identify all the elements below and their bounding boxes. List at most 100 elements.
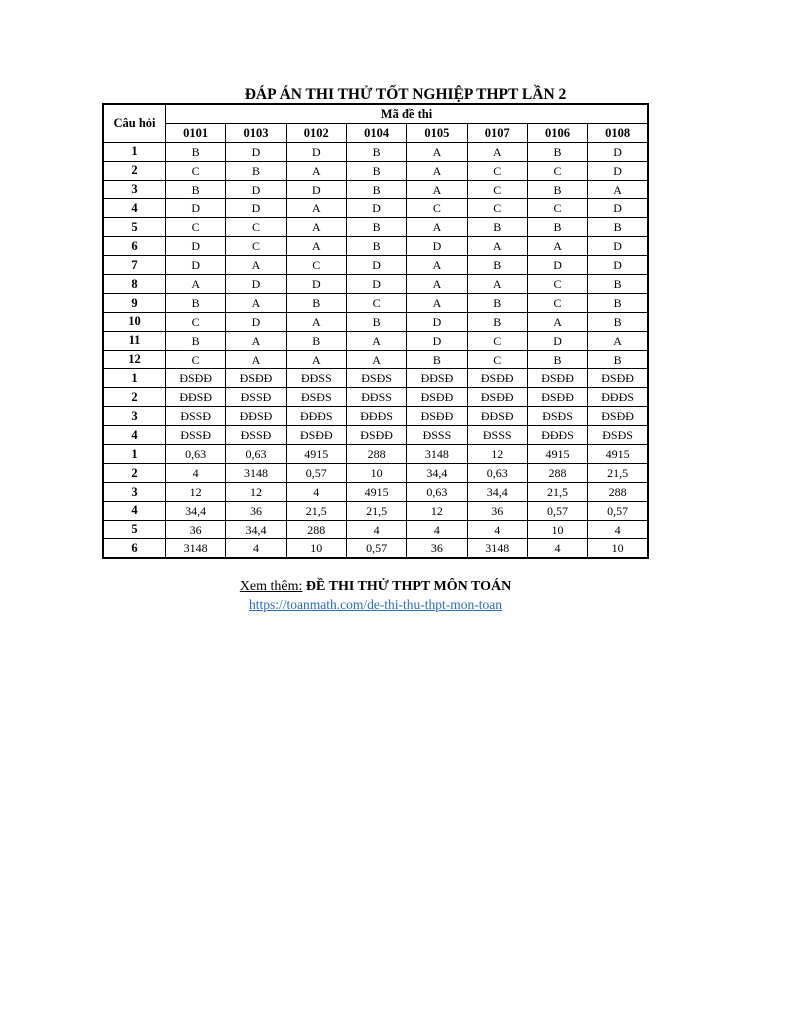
answer-cell: ĐSĐS: [526, 406, 589, 427]
question-number: 9: [102, 292, 166, 313]
answer-cell: B: [225, 160, 287, 181]
answer-cell: B: [526, 217, 589, 238]
answer-cell: 0,63: [164, 444, 227, 464]
answer-cell: ĐĐĐS: [345, 406, 408, 427]
answer-cell: D: [406, 311, 468, 332]
link-line: https://toanmath.com/de-thi-thu-thpt-mon…: [102, 597, 649, 613]
answer-cell: B: [164, 179, 227, 200]
answer-cell: A: [285, 311, 347, 332]
answer-cell: A: [466, 274, 528, 294]
answer-cell: 4915: [285, 444, 347, 464]
answer-cell: B: [587, 274, 649, 294]
answer-cell: B: [587, 349, 649, 370]
answer-cell: C: [225, 217, 287, 238]
answer-cell: B: [526, 141, 589, 162]
answer-cell: A: [225, 255, 287, 276]
answer-cell: D: [285, 274, 347, 294]
table-row-short-answer: 4 34,4 36 21,5 21,5 12 36 0,57 0,57: [102, 500, 649, 521]
answer-cell: D: [587, 141, 649, 162]
exam-code-header: 0106: [526, 122, 589, 143]
answer-cell: ĐSSS: [466, 425, 528, 446]
answer-cell: A: [225, 330, 287, 351]
answer-cell: ĐĐSĐ: [466, 406, 528, 427]
answer-cell: ĐSĐS: [345, 368, 408, 389]
question-number: 4: [102, 500, 166, 521]
question-number: 2: [102, 160, 166, 181]
answer-table-header: Câu hỏi Mã đề thi 0101 0103 0102 0104 0105 01…: [102, 103, 649, 143]
answer-cell: B: [345, 160, 408, 181]
question-number: 2: [102, 462, 166, 483]
answer-cell: 21,5: [526, 481, 589, 502]
question-number: 11: [102, 330, 166, 351]
table-row-multiple-choice: 11 B A B A D C D A: [102, 330, 649, 351]
answer-cell: 0,63: [225, 444, 287, 464]
table-row-short-answer: 5 36 34,4 288 4 4 4 10 4: [102, 519, 649, 540]
answer-cell: ĐSĐS: [587, 425, 649, 446]
table-row-multiple-choice: 10 C D A B D B A B: [102, 311, 649, 332]
answer-cell: 4: [466, 519, 528, 540]
answer-cell: A: [406, 217, 468, 238]
answer-cell: B: [466, 217, 528, 238]
answer-cell: 34,4: [406, 462, 468, 483]
exam-code-header: 0101: [164, 122, 227, 143]
exam-codes-row: 0101 0103 0102 0104 0105 0107 0106 0108: [103, 122, 649, 143]
answer-cell: 288: [285, 519, 347, 540]
answer-cell: 4: [526, 538, 589, 559]
answer-cell: B: [345, 141, 408, 162]
answer-cell: D: [587, 160, 649, 181]
answer-cell: B: [587, 311, 649, 332]
answer-cell: 3148: [406, 444, 468, 464]
question-number: 3: [102, 406, 166, 427]
answer-cell: A: [345, 349, 408, 370]
answer-cell: A: [285, 160, 347, 181]
answer-cell: A: [466, 141, 528, 162]
see-more-title: ĐỀ THI THỬ THPT MÔN TOÁN: [305, 579, 512, 595]
exam-code-header: 0104: [345, 122, 408, 143]
answer-cell: 36: [225, 500, 287, 521]
answer-cell: 36: [466, 500, 528, 521]
footer: Xem thêm: ĐỀ THI THỬ THPT MÔN TOÁN https…: [102, 578, 649, 613]
answer-cell: D: [225, 274, 287, 294]
answer-cell: B: [345, 217, 408, 238]
answer-cell: C: [225, 236, 287, 257]
answer-cell: ĐSĐĐ: [587, 406, 649, 427]
answer-cell: ĐSĐĐ: [466, 387, 528, 408]
answer-cell: C: [466, 160, 528, 181]
answer-cell: 3148: [225, 462, 287, 483]
exam-code-header: 0105: [406, 122, 468, 143]
toanmath-link[interactable]: https://toanmath.com/de-thi-thu-thpt-mon…: [248, 597, 503, 613]
answer-cell: D: [406, 330, 468, 351]
answer-cell: C: [345, 292, 408, 313]
answer-cell: 34,4: [466, 481, 528, 502]
answer-cell: ĐĐSS: [345, 387, 408, 408]
answer-cell: C: [466, 349, 528, 370]
answer-cell: B: [164, 141, 227, 162]
answer-cell: A: [406, 255, 468, 276]
answer-cell: 288: [526, 462, 589, 483]
answer-cell: C: [164, 217, 227, 238]
answer-cell: 4915: [345, 481, 408, 502]
answer-cell: 0,63: [466, 462, 528, 483]
answer-cell: D: [345, 255, 408, 276]
answer-cell: 4: [225, 538, 287, 559]
exam-code-header: 0102: [285, 122, 347, 143]
answer-cell: D: [225, 198, 287, 219]
answer-cell: D: [285, 141, 347, 162]
answer-cell: 4915: [587, 444, 649, 464]
answer-cell: A: [587, 330, 649, 351]
answer-cell: ĐSĐĐ: [406, 387, 468, 408]
answer-cell: D: [587, 198, 649, 219]
answer-cell: ĐSĐĐ: [345, 425, 408, 446]
answer-cell: D: [587, 255, 649, 276]
question-number: 5: [102, 519, 166, 540]
question-number: 12: [102, 349, 166, 370]
answer-cell: ĐĐĐS: [526, 425, 589, 446]
answer-cell: 4: [164, 462, 227, 483]
answer-cell: 10: [345, 462, 408, 483]
answer-cell: 3148: [466, 538, 528, 559]
